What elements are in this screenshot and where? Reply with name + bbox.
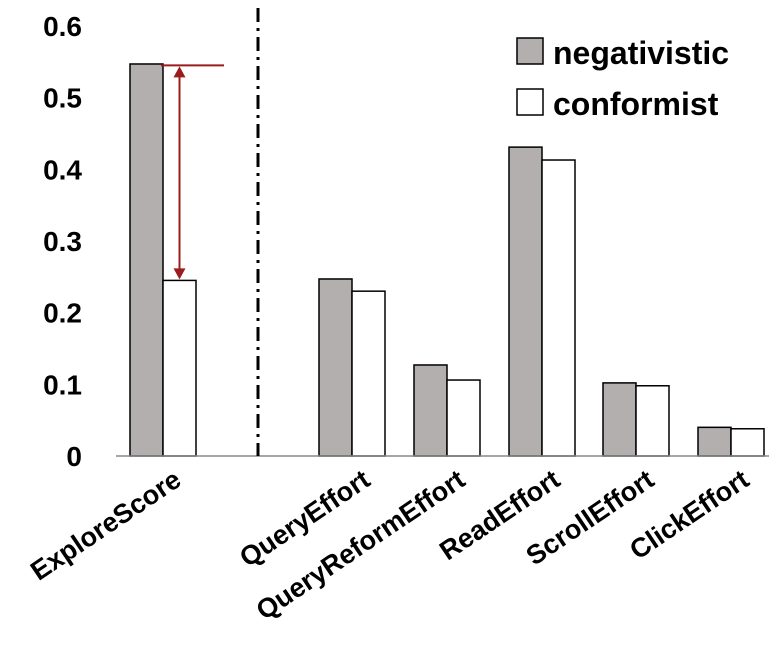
y-axis: 0 0.1 0.2 0.3 0.4 0.5 0.6 xyxy=(43,11,82,472)
bar-negativistic-explorescore xyxy=(129,63,164,457)
legend-label-conformist: conformist xyxy=(553,86,719,122)
bar-conformist-scrolleffort xyxy=(635,385,670,457)
bar-negativistic-readeffort xyxy=(508,146,543,457)
y-tick-label: 0 xyxy=(66,441,82,472)
x-tick-label-explorescore: ExploreScore xyxy=(25,464,186,586)
bar-conformist-clickeffort xyxy=(730,428,765,457)
y-tick-label: 0.4 xyxy=(43,154,82,185)
bar-negativistic-queryreformeffort xyxy=(413,364,448,457)
y-tick-label: 0.1 xyxy=(43,369,82,400)
bar-conformist-queryreformeffort xyxy=(446,379,481,457)
y-tick-label: 0.6 xyxy=(43,11,82,42)
x-axis-labels: ExploreScore QueryEffortQueryReformEffort… xyxy=(25,464,754,626)
bar-negativistic-queryeffort xyxy=(318,278,353,457)
annotation-arrowhead-up xyxy=(173,66,186,78)
bar-negativistic-scrolleffort xyxy=(602,382,637,457)
legend-label-negativistic: negativistic xyxy=(553,35,729,71)
bar-conformist-queryeffort xyxy=(351,290,386,457)
y-tick-label: 0.2 xyxy=(43,298,82,329)
y-tick-label: 0.5 xyxy=(43,83,82,114)
annotation-arrowhead-down xyxy=(173,268,186,280)
difference-annotation xyxy=(161,64,224,280)
bar-negativistic-clickeffort xyxy=(697,426,732,457)
bar-conformist-readeffort xyxy=(541,159,576,457)
legend-swatch-conformist xyxy=(516,88,544,116)
bar-conformist-explorescore xyxy=(162,279,197,457)
legend-swatch-negativistic xyxy=(516,37,544,65)
bars xyxy=(129,63,765,457)
y-tick-label: 0.3 xyxy=(43,226,82,257)
legend: negativistic conformist xyxy=(516,35,729,122)
